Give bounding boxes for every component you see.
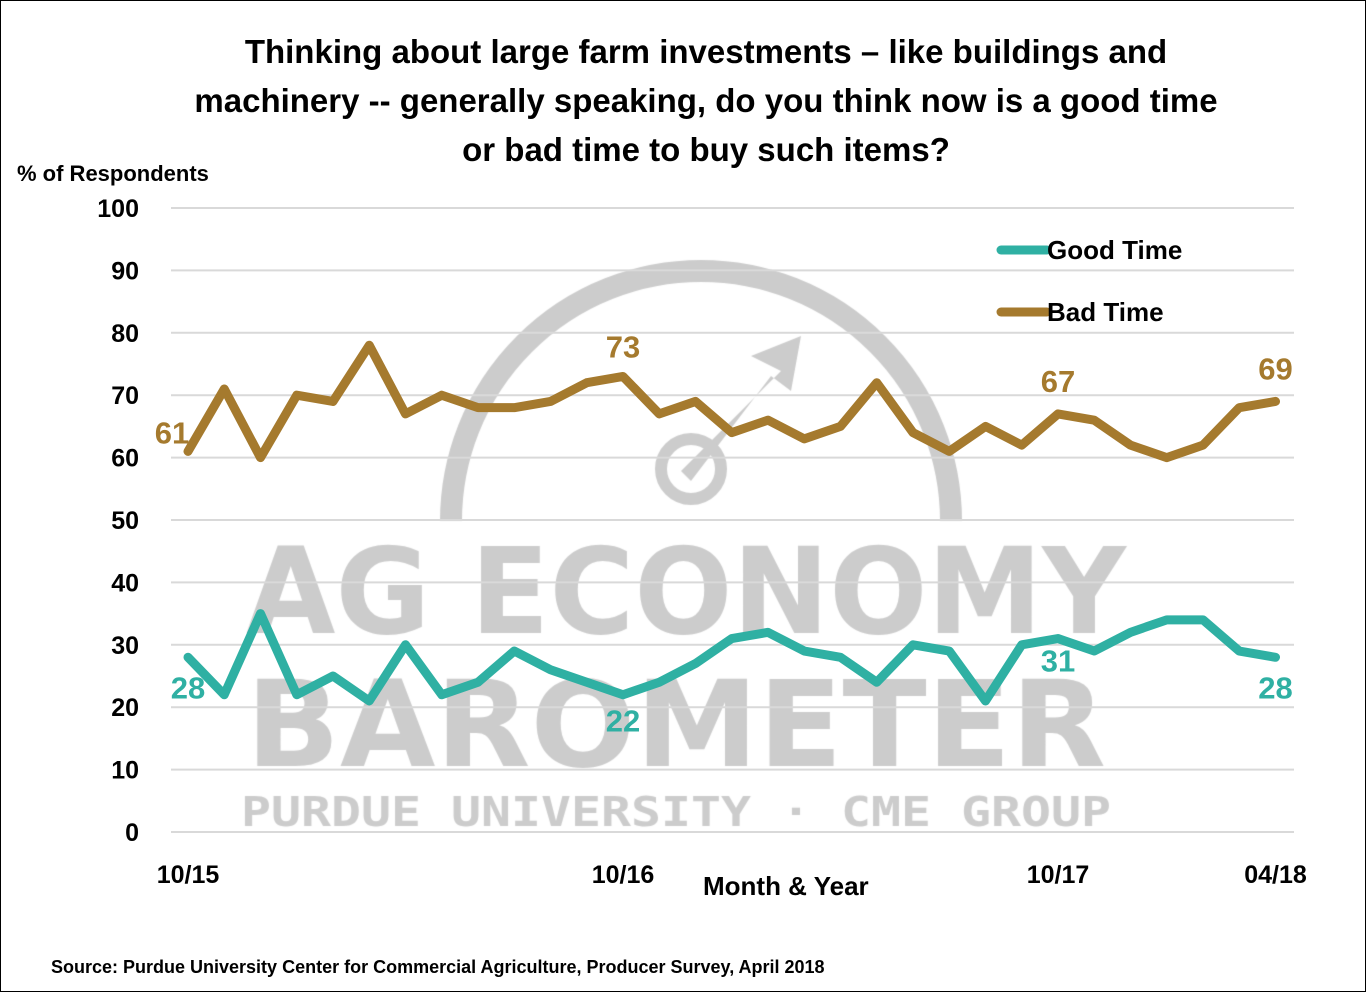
y-tick-label: 10 (111, 757, 139, 785)
data-point (730, 431, 733, 434)
title-line-3: or bad time to buy such items? (462, 131, 950, 168)
data-point (1093, 650, 1096, 653)
y-tick-label: 80 (111, 320, 139, 348)
data-point (912, 431, 914, 434)
data-point (984, 425, 987, 428)
data-point (767, 419, 769, 422)
data-point (1057, 412, 1059, 415)
data-point (368, 344, 371, 347)
data-point (1020, 444, 1023, 447)
y-tick-label: 20 (111, 694, 139, 722)
y-axis-label: % of Respondents (17, 161, 209, 186)
data-point (875, 381, 878, 384)
data-point (1238, 406, 1241, 409)
data-point (332, 400, 334, 403)
data-point (1020, 643, 1023, 646)
data-point (1129, 631, 1132, 634)
data-point (223, 693, 226, 696)
y-tick-label: 40 (111, 569, 139, 597)
legend-label: Good Time (1047, 235, 1182, 265)
series-line-good-time (183, 609, 1280, 706)
series-line-bad-time (183, 340, 1280, 463)
data-label: 28 (171, 670, 205, 705)
data-point (585, 381, 588, 384)
data-point (1129, 444, 1132, 447)
x-tick-label: 04/18 (1244, 861, 1307, 889)
data-point (1057, 637, 1059, 640)
data-point (440, 394, 443, 397)
data-point (622, 375, 624, 378)
data-point (948, 650, 951, 653)
data-point (1238, 650, 1241, 653)
data-point (803, 650, 806, 653)
data-point (477, 406, 479, 409)
data-point (1274, 400, 1277, 403)
data-point (912, 643, 914, 646)
y-tick-label: 70 (111, 382, 139, 410)
data-point (803, 437, 806, 440)
chart-title: Thinking about large farm investments – … (101, 27, 1311, 174)
title-line-1: Thinking about large farm investments – … (244, 33, 1168, 70)
data-point (549, 668, 552, 671)
data-label: 73 (606, 329, 640, 364)
y-tick-label: 90 (111, 257, 139, 285)
data-point (259, 456, 262, 459)
data-point (1202, 444, 1204, 447)
data-point (259, 612, 262, 615)
data-point (440, 693, 443, 696)
data-point (368, 699, 371, 702)
data-label: 69 (1258, 351, 1292, 386)
data-point (549, 400, 552, 403)
data-point (585, 681, 588, 684)
data-point (1093, 419, 1096, 422)
data-label: 67 (1041, 364, 1075, 399)
data-point (223, 387, 226, 390)
source-note: Source: Purdue University Center for Com… (51, 957, 825, 977)
y-tick-label: 60 (111, 445, 139, 473)
data-label: 28 (1258, 670, 1292, 705)
y-tick-label: 0 (125, 819, 139, 847)
data-point (1274, 656, 1277, 659)
data-point (404, 412, 407, 415)
data-point (477, 681, 479, 684)
data-point (730, 637, 733, 640)
data-label: 22 (606, 704, 640, 739)
data-point (694, 662, 697, 665)
data-point (658, 412, 661, 415)
y-tick-label: 30 (111, 632, 139, 660)
title-line-2: machinery -- generally speaking, do you … (194, 82, 1218, 119)
data-point (839, 656, 842, 659)
y-tick-label: 100 (97, 195, 139, 223)
data-point (767, 631, 769, 634)
data-point (622, 693, 624, 696)
data-point (1202, 618, 1204, 621)
x-tick-label: 10/15 (157, 861, 220, 889)
data-label: 31 (1041, 644, 1075, 679)
data-point (513, 406, 516, 409)
data-point (1165, 618, 1168, 621)
x-tick-label: 10/17 (1027, 861, 1090, 889)
x-axis-label: Month & Year (703, 871, 869, 901)
data-point (948, 450, 951, 453)
legend-label: Bad Time (1047, 297, 1164, 327)
data-point (839, 425, 842, 428)
data-point (295, 394, 298, 397)
data-point (404, 643, 407, 646)
data-point (694, 400, 697, 403)
data-point (187, 656, 189, 659)
data-point (332, 675, 334, 677)
x-tick-label: 10/16 (592, 861, 655, 889)
data-label: 61 (155, 415, 189, 450)
data-point (513, 650, 516, 653)
data-point (1165, 456, 1168, 459)
data-point (295, 693, 298, 696)
data-point (984, 699, 987, 702)
data-point (187, 450, 189, 453)
data-point (875, 681, 878, 684)
data-point (658, 681, 661, 684)
y-tick-label: 50 (111, 507, 139, 535)
